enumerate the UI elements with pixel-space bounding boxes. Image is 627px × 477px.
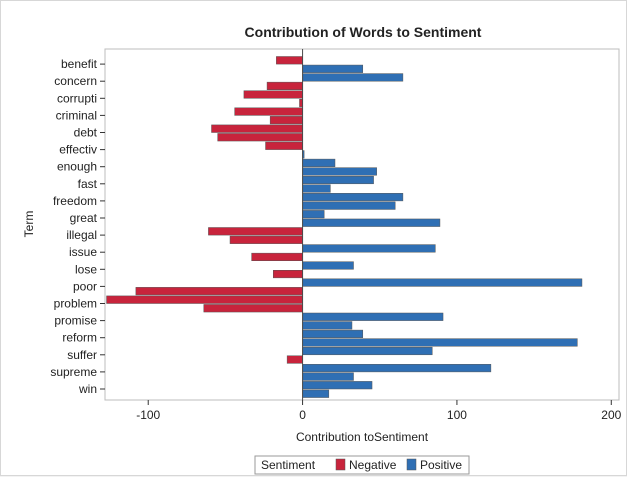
y-tick-label: win <box>78 382 97 396</box>
legend-label-negative: Negative <box>349 458 397 472</box>
y-tick-label: debt <box>74 126 98 140</box>
y-tick-label: effectiv <box>59 143 97 157</box>
y-tick-label: corrupti <box>57 91 97 105</box>
y-tick-label: freedom <box>53 194 97 208</box>
chart-title: Contribution of Words to Sentiment <box>245 24 482 40</box>
bar-positive-37 <box>302 372 354 381</box>
bar-positive-30 <box>302 312 444 321</box>
legend-swatch-positive <box>406 458 417 471</box>
y-axis-ticks: benefit concern corrupti criminal debt effect… <box>50 57 105 396</box>
bar-negative-0 <box>276 56 303 65</box>
legend-swatch-negative <box>335 458 346 471</box>
bar-positive-12 <box>302 158 336 167</box>
bar-negative-27 <box>135 287 303 296</box>
bar-positive-17 <box>302 201 396 210</box>
y-tick-label: illegal <box>66 228 97 242</box>
bar-positive-31 <box>302 321 353 330</box>
y-tick-label: fast <box>78 177 98 191</box>
bar-positive-16 <box>302 193 404 202</box>
bar-positive-18 <box>302 210 325 219</box>
bar-negative-4 <box>243 90 303 99</box>
y-tick-label: great <box>70 211 98 225</box>
x-tick-label: 0 <box>299 408 306 422</box>
bar-negative-25 <box>272 270 303 279</box>
y-tick-label: issue <box>69 245 97 259</box>
y-tick-label: lose <box>75 262 97 276</box>
bar-positive-39 <box>302 389 330 398</box>
bar-negative-7 <box>269 116 303 125</box>
bar-positive-14 <box>302 175 374 185</box>
bar-negative-3 <box>266 81 303 91</box>
bar-negative-10 <box>265 141 303 150</box>
bar-positive-13 <box>302 167 377 176</box>
legend-label-positive: Positive <box>420 458 462 472</box>
legend-title: Sentiment <box>261 458 316 472</box>
y-tick-label: problem <box>54 297 97 311</box>
y-tick-label: reform <box>62 331 97 345</box>
x-axis-ticks: -100 0 100 200 <box>136 400 622 422</box>
bar-negative-21 <box>229 235 303 244</box>
bar-positive-19 <box>302 218 441 227</box>
y-tick-label: benefit <box>61 57 98 71</box>
bar-negative-23 <box>251 252 303 261</box>
y-tick-label: supreme <box>50 365 97 379</box>
bar-positive-22 <box>302 244 436 253</box>
y-tick-label: promise <box>54 314 97 328</box>
bar-negative-9 <box>217 133 303 142</box>
legend: Sentiment Negative Positive <box>254 455 470 475</box>
y-axis-label: Term <box>22 211 36 238</box>
x-axis-label: Contribution toSentiment <box>296 430 429 444</box>
bar-positive-2 <box>302 73 404 82</box>
bar-positive-26 <box>302 278 583 287</box>
x-tick-label: 100 <box>447 408 467 422</box>
y-tick-label: suffer <box>67 348 97 362</box>
bar-positive-34 <box>302 346 433 356</box>
bar-positive-15 <box>302 184 331 193</box>
x-tick-label: -100 <box>136 408 160 422</box>
bar-negative-28 <box>106 295 303 304</box>
bar-negative-6 <box>234 107 303 116</box>
bar-positive-36 <box>302 364 492 373</box>
y-tick-label: concern <box>54 74 97 88</box>
x-tick-label: 200 <box>601 408 621 422</box>
bar-positive-32 <box>302 329 364 338</box>
bar-negative-29 <box>203 304 303 313</box>
bar-positive-24 <box>302 261 354 270</box>
bars-group <box>106 56 583 398</box>
bar-positive-38 <box>302 381 373 390</box>
bar-positive-1 <box>302 64 364 73</box>
y-tick-label: enough <box>57 160 97 174</box>
bar-negative-20 <box>208 227 303 236</box>
y-tick-label: criminal <box>56 108 97 122</box>
y-tick-label: poor <box>73 279 97 293</box>
bar-positive-33 <box>302 338 578 347</box>
bar-negative-8 <box>211 124 303 133</box>
bar-negative-35 <box>286 355 303 364</box>
